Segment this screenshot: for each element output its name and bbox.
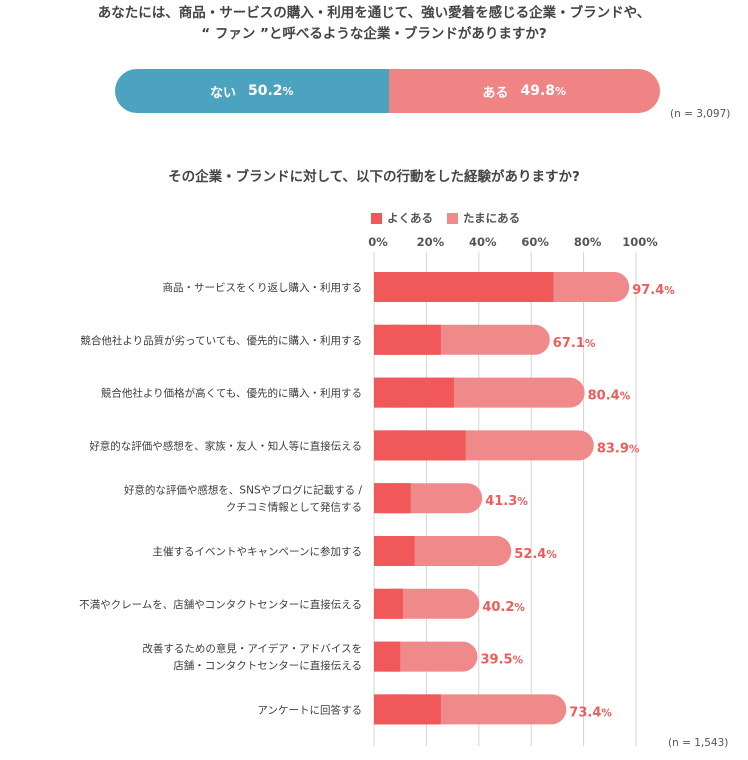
- bar-total-unit: %: [664, 285, 675, 297]
- top-bar-segment-value: 49.8%: [520, 83, 567, 99]
- question-1-line-1: あなたには、商品・サービスの購入・利用を通じて、強い愛着を感じる企業・ブランドや…: [97, 5, 651, 21]
- category-label: 競合他社より価格が高くても、優先的に購入・利用する: [101, 387, 362, 400]
- top-bar-segment-nai: ない 50.2%: [115, 69, 389, 113]
- top-stacked-bar: ない 50.2% ある 49.8%: [115, 69, 660, 113]
- bar-total-unit: %: [620, 391, 631, 403]
- bar-total-unit: %: [546, 549, 557, 561]
- bar-total-label: 67.1%: [553, 336, 596, 351]
- category-label: 主催するイベントやキャンペーンに参加する: [153, 545, 362, 558]
- legend-swatch: [447, 212, 458, 224]
- category-label: クチコミ情報として発信する: [226, 501, 362, 514]
- top-bar-segment-label: ない: [209, 85, 236, 101]
- legend-item: たまにある: [447, 210, 520, 226]
- bar-total-unit: %: [517, 496, 528, 508]
- legend-label: たまにある: [463, 211, 521, 225]
- bar-total-unit: %: [513, 655, 524, 667]
- x-tick-label: 60%: [521, 235, 549, 249]
- category-label: 不満やクレームを、店舗やコンタクトセンターに直接伝える: [79, 598, 362, 611]
- bar-yoku-aru: [374, 536, 415, 566]
- bar-yoku-aru: [374, 641, 401, 672]
- x-tick-label: 20%: [417, 235, 445, 249]
- bar-yoku-aru: [374, 430, 466, 461]
- sample-size-bottom: (n = 1,543): [668, 737, 729, 749]
- bar-total-label: 39.5%: [480, 653, 523, 668]
- bar-yoku-aru: [374, 483, 411, 514]
- bar-total-label: 73.4%: [569, 705, 612, 720]
- category-label: 好意的な評価や感想を、SNSやブログに記載する /: [124, 484, 363, 497]
- category-label: 好意的な評価や感想を、家族・友人・知人等に直接伝える: [89, 439, 362, 452]
- top-bar-segment-aru: ある 49.8%: [388, 69, 660, 113]
- category-label: 競合他社より品質が劣っていても、優先的に購入・利用する: [80, 334, 362, 347]
- x-tick-label: 40%: [469, 235, 497, 249]
- bar-total-unit: %: [585, 338, 596, 350]
- legend-label: よくある: [387, 211, 433, 225]
- x-tick-label: 100%: [622, 235, 658, 249]
- category-label: 店舗・コンタクトセンターに直接伝える: [173, 659, 362, 672]
- bar-total-unit: %: [629, 443, 640, 455]
- chart-legend: よくある たまにある: [371, 209, 534, 227]
- legend-item: よくある: [371, 210, 433, 226]
- legend-swatch: [371, 212, 382, 224]
- x-tick-label: 0%: [368, 235, 388, 249]
- bar-total-label: 52.4%: [514, 547, 557, 562]
- category-label: 商品・サービスをくり返し購入・利用する: [163, 281, 363, 294]
- category-label: 改善するための意見・アイデア・アドバイスを: [142, 642, 362, 655]
- bar-total-unit: %: [514, 602, 525, 614]
- bar-yoku-aru: [374, 588, 403, 619]
- x-tick-label: 80%: [574, 235, 602, 249]
- bar-total-label: 40.2%: [482, 600, 525, 615]
- bar-yoku-aru: [374, 377, 454, 408]
- bar-total-label: 97.4%: [632, 283, 675, 298]
- bar-total-unit: %: [601, 707, 612, 719]
- bar-yoku-aru: [374, 324, 441, 355]
- bar-yoku-aru: [374, 272, 554, 302]
- bar-total-label: 83.9%: [597, 441, 640, 456]
- top-bar-segment-value: 50.2%: [248, 83, 294, 99]
- category-label: アンケートに回答する: [257, 703, 362, 716]
- bar-total-label: 41.3%: [485, 494, 528, 509]
- top-bar-segment-label: ある: [482, 85, 509, 101]
- sample-size-top: (n = 3,097): [670, 108, 731, 120]
- bar-total-label: 80.4%: [588, 389, 631, 404]
- question-1-line-2: “ ファン ”と呼べるような企業・ブランドがありますか?: [201, 26, 547, 42]
- question-2-title: その企業・ブランドに対して、以下の行動をした経験がありますか?: [168, 169, 580, 185]
- bar-yoku-aru: [374, 694, 441, 725]
